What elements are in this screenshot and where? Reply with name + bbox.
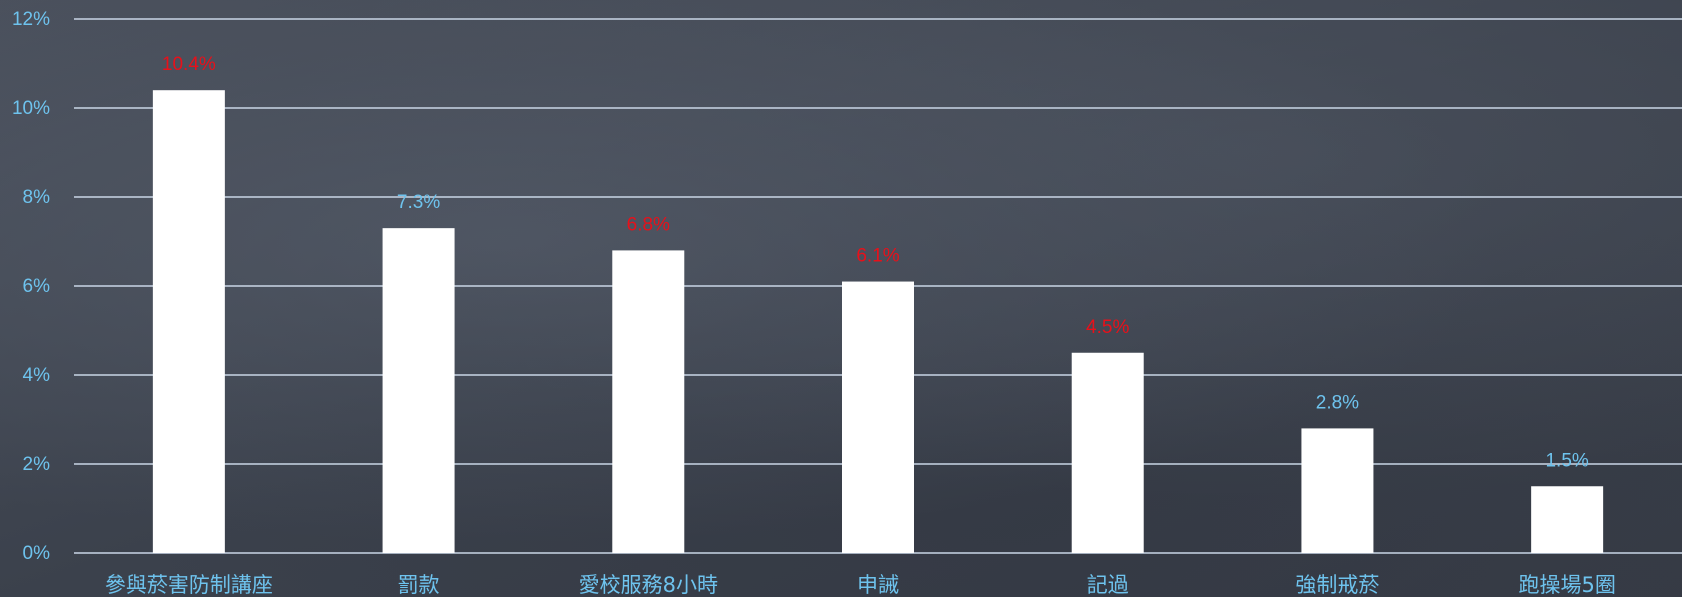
category-label: 記過 — [1087, 573, 1129, 597]
x-axis-labels: 參與菸害防制講座 罰款 愛校服務8小時 申誡 記過 強制戒菸 跑操場5圈 — [105, 573, 1616, 597]
category-label: 強制戒菸 — [1295, 573, 1379, 597]
data-label: 1.5% — [1545, 450, 1588, 471]
bars — [152, 90, 1604, 553]
bar — [382, 228, 455, 553]
y-tick-label: 10% — [12, 98, 50, 119]
bar — [1531, 486, 1604, 553]
category-label: 申誡 — [857, 573, 899, 597]
y-tick-label: 8% — [23, 187, 51, 208]
y-tick-label: 6% — [23, 276, 51, 297]
data-label: 4.5% — [1086, 317, 1129, 338]
bar — [1301, 428, 1374, 553]
category-label: 跑操場5圈 — [1518, 573, 1615, 597]
y-axis-ticks: 0% 2% 4% 6% 8% 10% 12% — [12, 9, 50, 564]
bar — [1071, 352, 1144, 553]
y-tick-label: 4% — [23, 365, 51, 386]
y-tick-label: 0% — [23, 543, 51, 564]
data-label: 6.1% — [856, 246, 899, 267]
y-tick-label: 2% — [23, 454, 51, 475]
data-labels: 10.4% 7.3% 6.8% 6.1% 4.5% 2.8% 1.5% — [162, 54, 1589, 471]
data-label: 10.4% — [162, 54, 216, 75]
y-tick-label: 12% — [12, 9, 50, 30]
category-label: 罰款 — [398, 573, 440, 597]
data-label: 7.3% — [397, 192, 440, 213]
data-label: 2.8% — [1316, 392, 1359, 413]
category-label: 參與菸害防制講座 — [105, 573, 273, 597]
bar — [152, 90, 225, 553]
category-label: 愛校服務8小時 — [579, 573, 718, 597]
bar — [612, 250, 685, 553]
bar — [842, 281, 914, 553]
data-label: 6.8% — [627, 214, 670, 235]
